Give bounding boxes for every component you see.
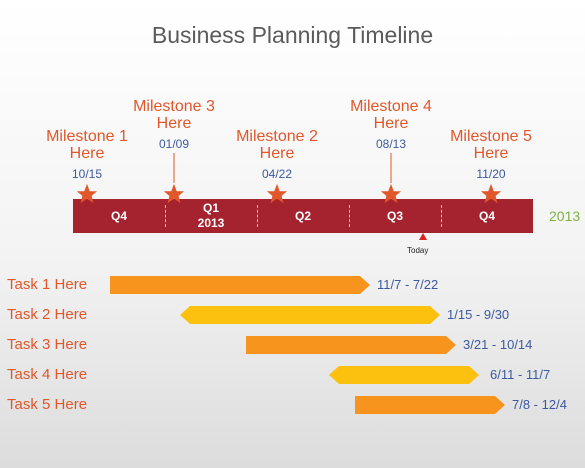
- milestone-1-label-line2: Here: [69, 145, 105, 162]
- task-3-label: Task 3 Here: [7, 336, 88, 353]
- quarter-divider: [441, 205, 442, 227]
- milestone-1: Milestone 1 Here 10/15: [32, 128, 142, 181]
- milestone-4: Milestone 4 Here 08/13: [336, 98, 446, 151]
- milestone-2-label-line1: Milestone 2: [236, 128, 318, 145]
- task-2-range: 1/15 - 9/30: [447, 307, 510, 322]
- quarter-q2: Q2: [294, 209, 311, 223]
- milestone-3-star-icon: [163, 183, 185, 204]
- milestone-2-date: 04/22: [261, 167, 293, 181]
- quarter-divider: [165, 205, 166, 227]
- milestone-5-star-icon: [480, 183, 502, 204]
- task-1-label: Task 1 Here: [7, 276, 88, 293]
- quarter-q1-year: 2013: [197, 216, 225, 230]
- milestone-4-connector: [390, 153, 392, 183]
- milestone-4-star-icon: [380, 183, 402, 204]
- today-label: Today: [407, 246, 429, 255]
- quarter-q4-2013: Q4: [478, 209, 495, 223]
- quarter-q1-label: Q1: [202, 201, 219, 215]
- milestone-2-label-line2: Here: [259, 145, 295, 162]
- milestone-3-label-line1: Milestone 3: [133, 98, 215, 115]
- today-marker-icon: [419, 233, 427, 240]
- task-5-range: 7/8 - 12/4: [512, 397, 567, 412]
- milestone-4-label-line2: Here: [373, 115, 409, 132]
- milestone-5-date: 11/20: [476, 167, 506, 181]
- milestone-1-label-line1: Milestone 1: [46, 128, 128, 145]
- year-label: 2013: [549, 208, 581, 224]
- task-5-label: Task 5 Here: [7, 396, 88, 413]
- quarter-divider: [257, 205, 258, 227]
- quarter-divider: [349, 205, 350, 227]
- milestone-4-date: 08/13: [375, 137, 407, 151]
- quarter-q4-2012: Q4: [110, 209, 127, 223]
- task-4-range: 6/11 - 11/7: [490, 367, 551, 382]
- task-3-bar: [246, 336, 456, 354]
- milestone-1-star-icon: [76, 183, 98, 204]
- quarter-q1: Q1 2013: [165, 199, 257, 233]
- task-2-bar: [180, 306, 440, 324]
- milestone-5-label-line1: Milestone 5: [450, 128, 532, 145]
- task-1-bar: [110, 276, 370, 294]
- milestone-1-date: 10/15: [71, 167, 103, 181]
- milestone-5: Milestone 5 Here 11/20: [436, 128, 546, 181]
- task-4-bar: [329, 366, 479, 384]
- task-3-range: 3/21 - 10/14: [463, 337, 533, 352]
- milestone-4-label-line1: Milestone 4: [350, 98, 432, 115]
- milestone-3-label-line2: Here: [156, 115, 192, 132]
- task-1-range: 11/7 - 7/22: [377, 277, 439, 292]
- page-title: Business Planning Timeline: [151, 22, 434, 48]
- milestone-5-label-line2: Here: [473, 145, 509, 162]
- milestone-2-star-icon: [266, 183, 288, 204]
- milestone-3-connector: [173, 153, 175, 183]
- quarter-q3: Q3: [386, 209, 403, 223]
- timeline-bar: Q4 Q1 2013 Q2 Q3 Q4: [73, 199, 533, 233]
- milestone-3-date: 01/09: [158, 137, 190, 151]
- task-5-bar: [355, 396, 505, 414]
- task-2-label: Task 2 Here: [7, 306, 88, 323]
- milestone-2: Milestone 2 Here 04/22: [222, 128, 332, 181]
- milestone-3: Milestone 3 Here 01/09: [119, 98, 229, 151]
- task-4-label: Task 4 Here: [7, 366, 88, 383]
